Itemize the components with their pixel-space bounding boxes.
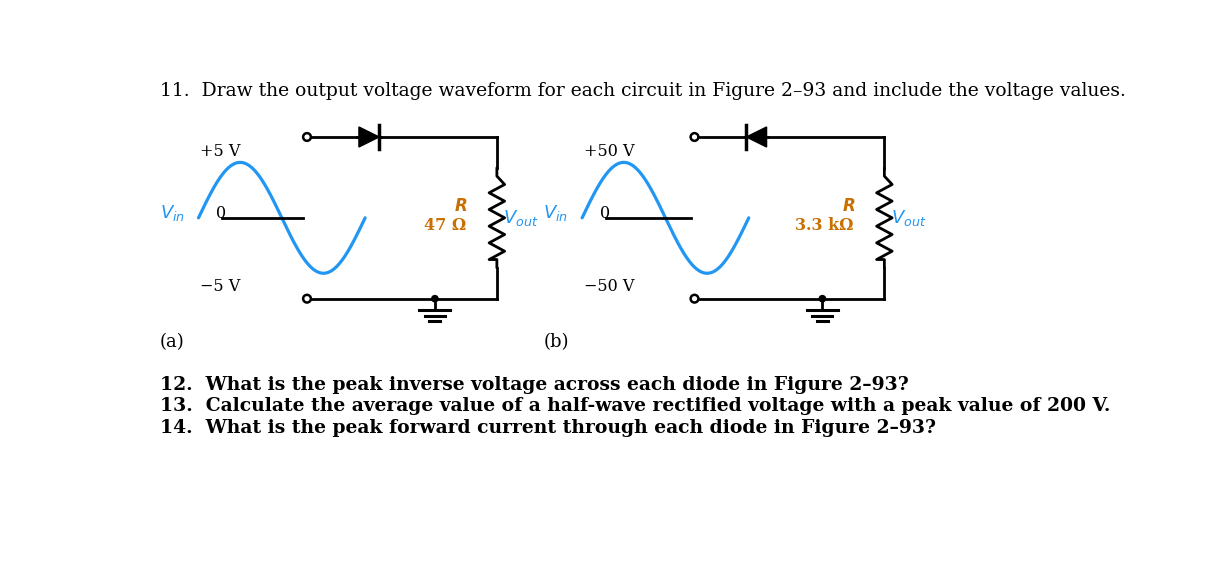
Text: −5 V: −5 V <box>201 278 241 295</box>
Text: 13.  Calculate the average value of a half-wave rectified voltage with a peak va: 13. Calculate the average value of a hal… <box>159 397 1110 415</box>
Text: +50 V: +50 V <box>584 143 635 160</box>
Circle shape <box>818 295 826 302</box>
Text: 47 Ω: 47 Ω <box>423 217 466 234</box>
Circle shape <box>430 295 439 302</box>
Text: −50 V: −50 V <box>584 278 634 295</box>
Text: $V_{out}$: $V_{out}$ <box>503 208 539 228</box>
Text: 12.  What is the peak inverse voltage across each diode in Figure 2–93?: 12. What is the peak inverse voltage acr… <box>159 376 908 394</box>
Text: (a): (a) <box>159 333 185 351</box>
Text: 3.3 kΩ: 3.3 kΩ <box>795 217 854 234</box>
Polygon shape <box>359 127 379 147</box>
Text: 0: 0 <box>599 205 610 222</box>
Text: 0: 0 <box>215 205 226 222</box>
Text: $V_{in}$: $V_{in}$ <box>159 203 185 223</box>
Text: (b): (b) <box>544 333 569 351</box>
Text: 14.  What is the peak forward current through each diode in Figure 2–93?: 14. What is the peak forward current thr… <box>159 419 936 437</box>
Text: R: R <box>843 197 855 215</box>
Text: R: R <box>455 197 467 215</box>
Polygon shape <box>747 127 766 147</box>
Text: $V_{out}$: $V_{out}$ <box>890 208 925 228</box>
Text: +5 V: +5 V <box>201 143 241 160</box>
Text: $V_{in}$: $V_{in}$ <box>544 203 568 223</box>
Text: 11.  Draw the output voltage waveform for each circuit in Figure 2–93 and includ: 11. Draw the output voltage waveform for… <box>159 82 1126 99</box>
